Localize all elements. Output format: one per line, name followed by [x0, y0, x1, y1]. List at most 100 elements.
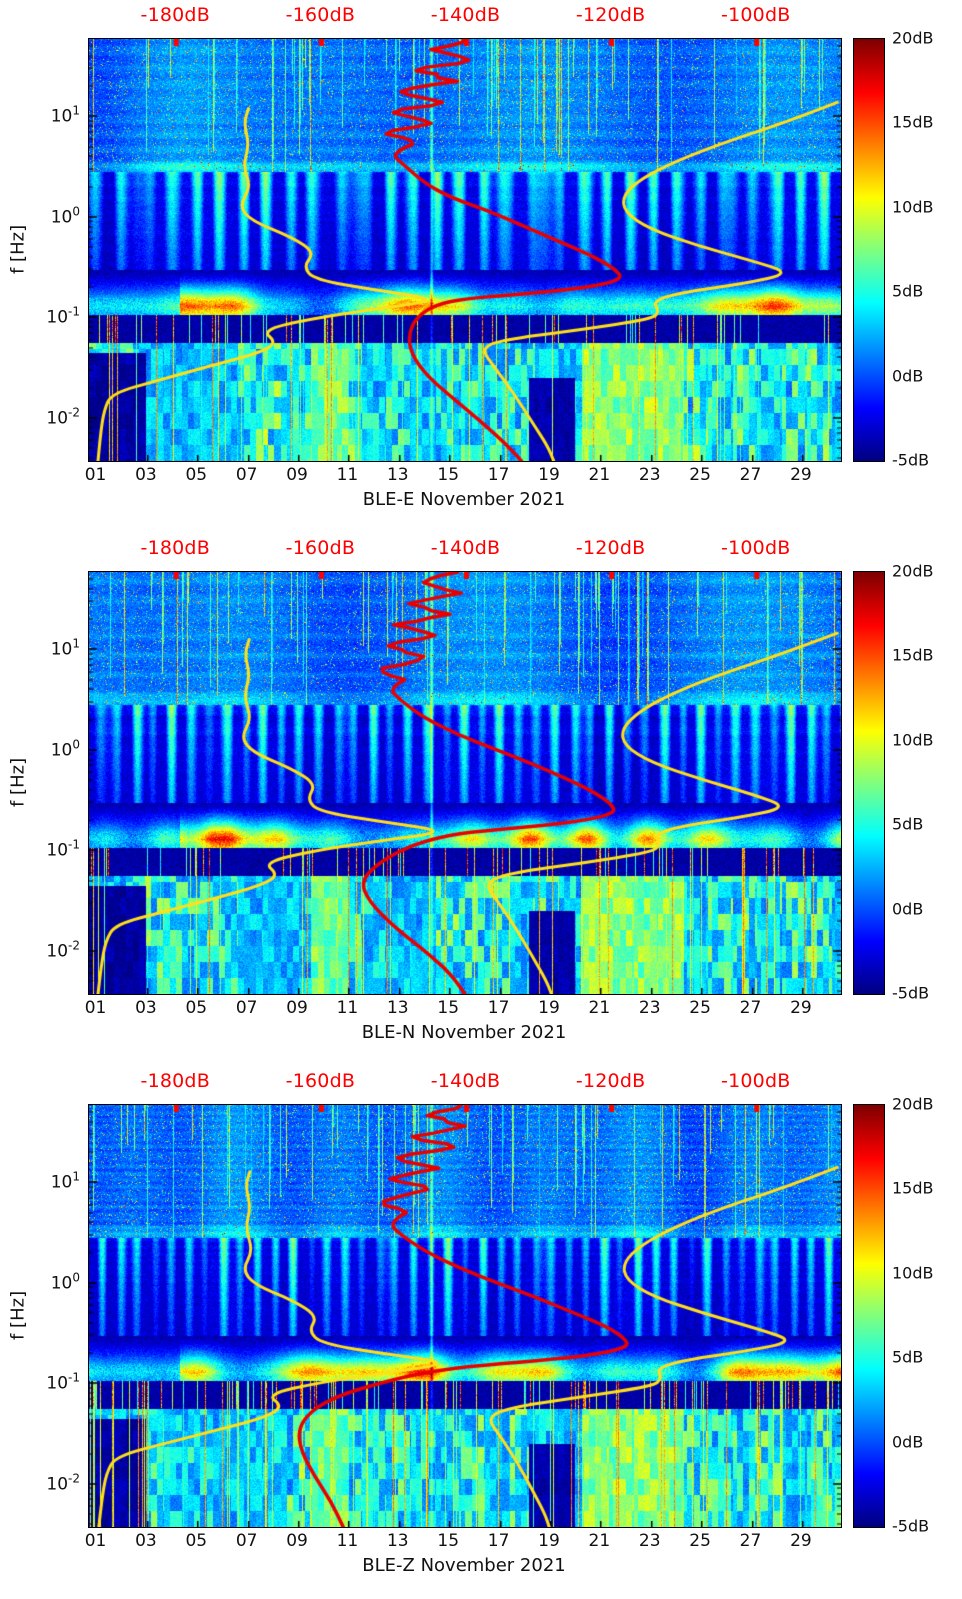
- x-tick-label: 09: [286, 465, 308, 485]
- top-db-axis: -180dB -160dB -140dB -120dB -100dB: [88, 537, 840, 565]
- y-tick-exponent: -1: [68, 1370, 80, 1385]
- y-tick-exponent: 0: [72, 204, 80, 219]
- x-tick-labels: 01 03 05 07 09 11 13 15 17 19 21 23 25 27 29: [84, 998, 840, 1020]
- top-axis-db-label: -180dB: [140, 4, 210, 26]
- x-tick-label: 01: [84, 998, 107, 1018]
- y-tick-exponent: -2: [68, 405, 80, 420]
- spectrogram-plot: [88, 571, 842, 995]
- spectrogram-canvas: [89, 39, 841, 461]
- y-tick-labels: 101 100 10-1 10-2: [28, 38, 84, 460]
- colorbar-tick-label: 10dB: [892, 1263, 934, 1283]
- spectrogram-panel-ble-z: -180dB -160dB -140dB -1 20dB -100dB f [Hz] 10…: [0, 1066, 962, 1599]
- x-tick-label: 05: [185, 465, 208, 485]
- y-tick-base: 10: [50, 1172, 73, 1193]
- colorbar-tick-label: 20dB: [892, 1094, 934, 1114]
- y-tick-base: 10: [50, 106, 73, 127]
- spectrogram-panel-ble-e: -180dB -160dB -140dB -120dB -100dB f [Hz] 10…: [0, 0, 962, 533]
- colorbar-tick-labels: 20dB 15dB 10dB 5dB 0dB -5dB: [892, 29, 960, 470]
- colorbar-tick-label: -5dB: [892, 1516, 930, 1536]
- x-tick-label: 23: [638, 998, 661, 1018]
- top-axis-db-label: -120dB: [575, 4, 646, 26]
- y-tick-labels: 101 100 10-1 10-2: [28, 1104, 84, 1526]
- x-tick-label: 21: [588, 465, 611, 485]
- y-tick-base: 10: [50, 1273, 73, 1294]
- x-tick-label: 27: [739, 1531, 762, 1551]
- x-tick-label: 13: [386, 998, 409, 1018]
- x-tick-label: 03: [135, 998, 157, 1018]
- x-tick-labels: 01 03 05 07 09 11 13 15 17 19 21 23 25 27 29: [85, 1531, 840, 1553]
- x-tick-label: 19: [538, 465, 560, 485]
- x-tick-label: 09: [286, 998, 308, 1018]
- top-axis-db-label: -140dB: [430, 537, 501, 559]
- y-tick-base: 10: [46, 941, 69, 962]
- y-tick-label: 100: [51, 205, 80, 228]
- x-tick-labels: 01 03 05 07 09 11 13 15 17 19 21 23 25 27 29: [85, 465, 840, 487]
- x-axis-label: BLE-N November 2021: [361, 1022, 567, 1043]
- colorbar-tick-label: -5dB: [892, 983, 930, 1003]
- y-tick-base: 10: [46, 307, 69, 328]
- y-tick-exponent: -2: [68, 938, 80, 953]
- top-axis-db-label: -160dB: [285, 1070, 356, 1092]
- colorbar-tick-label: 20dB: [892, 561, 934, 581]
- y-tick-label: 10-1: [46, 838, 80, 861]
- colorbar-tick-label: 15dB: [892, 645, 934, 665]
- y-tick-exponent: -1: [68, 837, 80, 852]
- spectrogram-plot: [88, 38, 842, 462]
- y-tick-exponent: 1: [72, 104, 80, 119]
- top-db-axis: -180dB -160dB -140dB -120dB -100dB: [88, 1070, 840, 1098]
- y-tick-label: 100: [51, 738, 80, 761]
- y-tick-base: 10: [50, 740, 73, 761]
- y-tick-exponent: 1: [72, 637, 80, 652]
- colorbar-tick-label: 5dB: [892, 281, 924, 301]
- y-tick-label: 10-1: [46, 1371, 80, 1394]
- colorbar-tick-label: 10dB: [892, 197, 934, 217]
- colorbar-tick-label: 10dB: [892, 730, 934, 750]
- y-axis-label: f [Hz]: [7, 757, 29, 807]
- x-tick-label: 07: [235, 1531, 258, 1551]
- x-tick-label: 25: [689, 465, 711, 485]
- spectrogram-canvas: [89, 572, 841, 994]
- top-axis-db-label: -100dB: [721, 4, 791, 26]
- x-tick-label: 15: [437, 1531, 460, 1551]
- top-axis-db-label: -180dB: [140, 1070, 210, 1092]
- y-tick-base: 10: [46, 408, 69, 429]
- y-axis-label: f [Hz]: [7, 224, 29, 274]
- y-tick-label: 10-2: [46, 1471, 80, 1494]
- x-tick-label: 21: [588, 1531, 611, 1551]
- top-axis-db-label: -180dB: [140, 537, 210, 559]
- y-tick-base: 10: [46, 840, 69, 861]
- colorbar-tick-label: 15dB: [892, 1178, 934, 1198]
- y-tick-label: 101: [51, 1170, 80, 1193]
- y-tick-label: 10-2: [46, 405, 80, 428]
- top-axis-db-label: -140dB: [430, 1070, 501, 1092]
- x-tick-label: 29: [790, 998, 812, 1018]
- x-tick-label: 27: [739, 998, 762, 1018]
- x-tick-label: 29: [790, 1531, 812, 1551]
- colorbar-tick-labels: 20dB 15dB 10dB 5dB 0dB -5dB: [892, 1095, 960, 1536]
- colorbar-tick-label: 0dB: [892, 899, 924, 919]
- x-tick-label: 19: [538, 1531, 560, 1551]
- x-axis-label: BLE-E November 2021: [362, 489, 566, 510]
- y-tick-label: 10-1: [46, 305, 80, 328]
- colorbar-tick-labels: 20dB 15dB 10dB 5dB 0dB -5dB: [892, 562, 960, 1003]
- x-tick-label: 17: [487, 998, 510, 1018]
- x-tick-label: 09: [286, 1531, 308, 1551]
- top-db-axis: -180dB -160dB -140dB -120dB -100dB: [88, 4, 840, 32]
- top-axis-db-label: -140dB: [430, 4, 501, 26]
- colorbar-tick-label: 15dB: [892, 112, 934, 132]
- x-tick-label: 17: [487, 1531, 510, 1551]
- y-tick-exponent: 0: [72, 737, 80, 752]
- x-tick-label: 03: [135, 1531, 157, 1551]
- top-axis-db-label: -100dB: [721, 537, 791, 559]
- y-tick-base: 10: [46, 1474, 69, 1495]
- top-axis-db-label: -100dB: [721, 1070, 791, 1092]
- x-tick-label: 03: [135, 465, 157, 485]
- y-axis-label: f [Hz]: [7, 1290, 29, 1340]
- x-tick-label: 11: [336, 1531, 359, 1551]
- x-tick-label: 11: [336, 998, 359, 1018]
- x-tick-label: 13: [386, 465, 409, 485]
- spectrogram-plot: [88, 1104, 842, 1528]
- y-tick-label: 10-2: [46, 938, 80, 961]
- x-tick-label: 23: [638, 465, 661, 485]
